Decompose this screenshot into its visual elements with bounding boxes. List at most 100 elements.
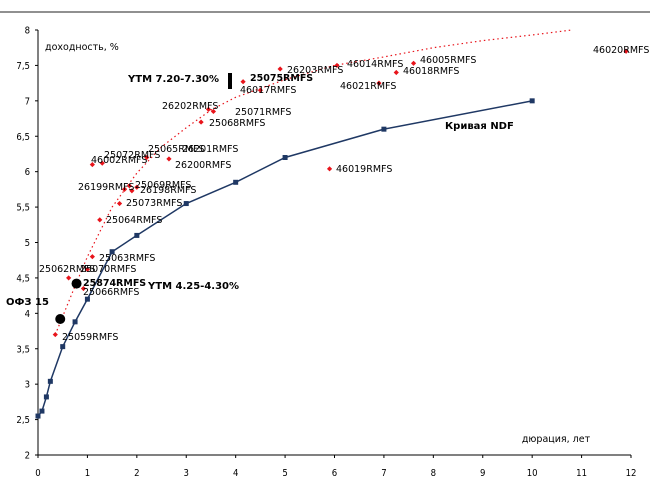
- bond-label: 25072RMFS: [104, 150, 160, 161]
- bond-label: 26203RMFS: [287, 65, 343, 76]
- bond-point: [97, 217, 103, 223]
- bond-point: [66, 275, 72, 281]
- y-tick-label: 3: [25, 380, 30, 391]
- ndf-point: [39, 408, 45, 414]
- bond-point: [376, 80, 382, 86]
- bond-label: 46014RMFS: [347, 59, 403, 70]
- bond-label: 25071RMFS: [235, 107, 291, 118]
- bond-label: 46002RMFS: [91, 155, 147, 166]
- x-tick-label: 3: [184, 468, 189, 479]
- bond-label: 46018RMFS: [403, 66, 459, 77]
- bond-point: [166, 156, 172, 162]
- y-tick-label: 6: [25, 167, 30, 178]
- bond-label: 25064RMFS: [106, 215, 162, 226]
- x-tick-label: 8: [431, 468, 436, 479]
- bond-point: [240, 79, 246, 85]
- bond-point: [257, 87, 263, 93]
- y-tick-label: 2,5: [16, 415, 30, 426]
- bond-point: [205, 106, 212, 112]
- trend-line: [54, 29, 572, 335]
- bond-point: [126, 183, 133, 189]
- ndf-point: [47, 378, 53, 384]
- bond-label: 25062RMFS: [39, 264, 95, 275]
- bond-label: 25874RMFS: [83, 278, 146, 289]
- bond-label: 25069RMFS: [135, 180, 191, 191]
- bond-label: 26201RMFS: [182, 144, 238, 155]
- highlight-marker: [71, 278, 82, 289]
- bond-point: [99, 160, 105, 166]
- x-axis-title: дюрация, лет: [522, 434, 591, 445]
- bond-label: 25059RMFS: [62, 332, 118, 343]
- ndf-curve-line: [37, 100, 533, 417]
- y-tick-label: 5,5: [16, 203, 30, 214]
- bond-label: 25068RMFS: [209, 118, 265, 129]
- ndf-point: [529, 98, 535, 104]
- bond-point: [144, 154, 150, 161]
- bond-label: 25066RMFS: [83, 287, 139, 298]
- x-tick-label: 5: [282, 468, 287, 479]
- bond-point: [89, 254, 95, 260]
- bond-point: [210, 108, 217, 115]
- ndf-point: [282, 155, 288, 160]
- range-bar-marker: [228, 73, 232, 89]
- x-tick-label: 7: [381, 468, 386, 479]
- y-tick-label: 6,5: [16, 132, 30, 143]
- bond-point: [129, 188, 135, 194]
- ndf-point: [134, 232, 140, 238]
- x-tick-label: 0: [35, 468, 40, 479]
- x-tick-label: 10: [527, 468, 538, 479]
- y-tick-label: 4: [25, 309, 30, 320]
- x-tick-label: 1: [85, 468, 90, 479]
- chart-annotation: Кривая NDF: [445, 121, 514, 132]
- bond-point: [89, 161, 95, 168]
- bond-point: [198, 119, 204, 125]
- y-tick-label: 2: [25, 451, 30, 462]
- highlight-marker: [55, 314, 66, 324]
- bond-label: 26202RMFS: [162, 101, 218, 112]
- bond-point: [121, 186, 128, 192]
- bond-point: [326, 166, 333, 172]
- y-tick-label: 5: [25, 238, 30, 249]
- ndf-point: [43, 394, 49, 400]
- y-tick-label: 7,5: [16, 61, 30, 72]
- bond-point: [80, 285, 87, 292]
- bond-label: 25065RMFS: [148, 144, 204, 155]
- y-tick-label: 8: [25, 26, 30, 37]
- ndf-point: [35, 413, 41, 419]
- ndf-point: [381, 126, 387, 132]
- chart-annotation: YTM 4.25-4.30%: [147, 281, 239, 292]
- bond-label: 46005RMFS: [420, 55, 476, 66]
- ndf-point: [72, 319, 78, 325]
- x-tick-label: 12: [626, 468, 637, 479]
- ndf-point: [183, 201, 189, 207]
- bond-point: [116, 200, 123, 207]
- y-tick-label: 3,5: [16, 344, 30, 355]
- x-tick-label: 11: [576, 468, 587, 479]
- bond-label: 25075RMFS: [250, 73, 313, 84]
- bond-point: [334, 62, 340, 69]
- ndf-point: [233, 179, 239, 185]
- y-axis-title: доходность, %: [45, 42, 119, 53]
- bond-label: 26199RMFS: [78, 182, 134, 193]
- x-tick-label: 6: [332, 468, 337, 479]
- bond-label: 25070RMFS: [80, 264, 136, 275]
- ndf-point: [60, 344, 66, 350]
- bond-point: [277, 66, 283, 72]
- y-tick-label: 4,5: [16, 273, 30, 284]
- ndf-point: [109, 249, 115, 255]
- bond-point: [134, 184, 140, 190]
- y-tick-label: 7: [25, 96, 30, 107]
- bond-point: [623, 48, 629, 54]
- bond-label: 26198RMFS: [140, 185, 196, 196]
- ndf-point: [84, 296, 90, 302]
- chart-annotation: YTM 7.20-7.30%: [127, 74, 219, 85]
- bond-label: 25063RMFS: [99, 253, 155, 264]
- bond-label: 46019RMFS: [336, 164, 392, 175]
- bond-point: [410, 60, 417, 66]
- x-tick-label: 4: [233, 468, 238, 479]
- bond-label: 46017RMFS: [240, 85, 296, 96]
- bond-label: 26200RMFS: [175, 160, 231, 171]
- bond-point: [84, 266, 91, 273]
